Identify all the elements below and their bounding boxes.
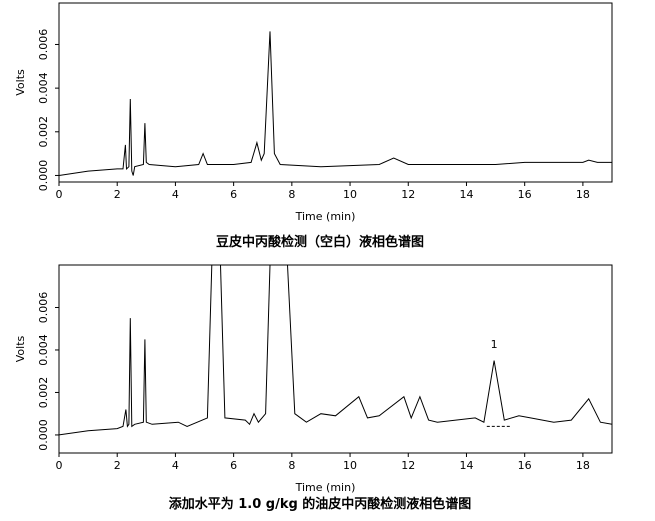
x-axis-label: Time (min): [295, 210, 356, 223]
x-tick-label: 8: [288, 188, 295, 201]
x-tick-label: 18: [576, 459, 590, 472]
trace: [58, 264, 613, 436]
chart-caption: 豆皮中丙酸检测（空白）液相色谱图: [216, 234, 424, 250]
plot-frame: [58, 2, 613, 183]
x-axis-label: Time (min): [295, 481, 356, 494]
x-tick-label: 12: [401, 188, 415, 201]
y-tick-label: 0.006: [37, 29, 50, 61]
plot-frame: [58, 264, 613, 454]
x-tick-label: 0: [56, 188, 63, 201]
x-tick-label: 6: [230, 188, 237, 201]
trace: [58, 31, 612, 176]
x-tick-label: 10: [343, 188, 357, 201]
y-tick-label: 0.000: [37, 160, 50, 192]
y-tick-label: 0.002: [37, 377, 50, 409]
x-tick-label: 6: [230, 459, 237, 472]
y-tick-label: 0.004: [37, 334, 50, 366]
x-tick-label: 14: [459, 459, 473, 472]
y-tick-label: 0.002: [37, 116, 50, 148]
x-tick-label: 2: [114, 459, 121, 472]
x-tick-label: 4: [172, 459, 179, 472]
y-tick-label: 0.000: [37, 419, 50, 451]
x-tick-label: 18: [576, 188, 590, 201]
x-tick-label: 16: [518, 459, 532, 472]
x-tick-label: 8: [288, 459, 295, 472]
x-tick-label: 16: [518, 188, 532, 201]
x-tick-label: 2: [114, 188, 121, 201]
y-axis-label: Volts: [14, 69, 27, 96]
x-tick-label: 10: [343, 459, 357, 472]
x-tick-label: 12: [401, 459, 415, 472]
y-tick-label: 0.004: [37, 72, 50, 104]
x-tick-label: 4: [172, 188, 179, 201]
y-axis-label: Volts: [14, 335, 27, 362]
y-tick-label: 0.006: [37, 292, 50, 324]
chart-caption: 添加水平为 1.0 g/kg 的油皮中丙酸检测液相色谱图: [169, 496, 472, 512]
x-tick-label: 0: [56, 459, 63, 472]
peak-label: 1: [491, 338, 498, 351]
x-tick-label: 14: [459, 188, 473, 201]
